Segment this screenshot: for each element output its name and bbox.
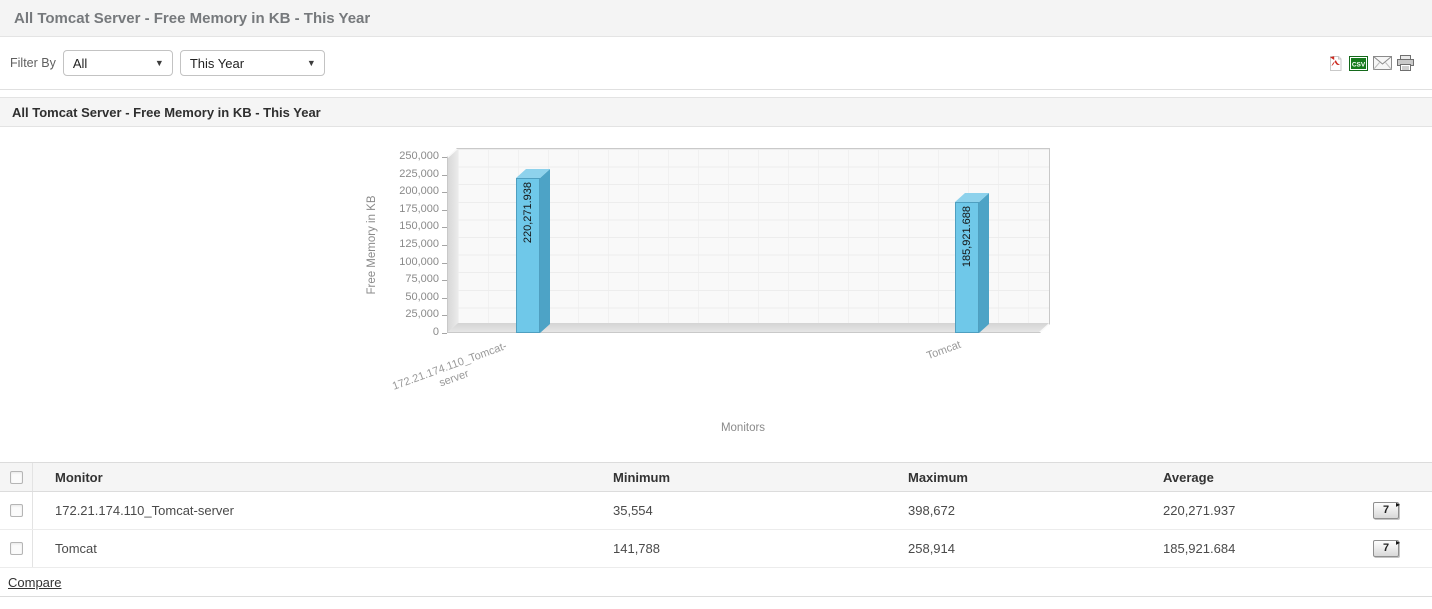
bar-side-face bbox=[979, 193, 989, 333]
y-axis-tick bbox=[442, 280, 447, 282]
maximum-value: 258,914 bbox=[908, 541, 955, 556]
chart-3d-floor bbox=[448, 323, 1049, 332]
filter-by-label: Filter By bbox=[10, 56, 56, 70]
row-checkbox-cell bbox=[0, 492, 33, 529]
chart-3d-left-wall bbox=[448, 149, 458, 332]
y-axis-tick-label: 175,000 bbox=[399, 202, 439, 215]
bar-value-label-wrap: 185,921.688 bbox=[955, 206, 979, 306]
minimum-value: 141,788 bbox=[613, 541, 660, 556]
period-filter-value: This Year bbox=[189, 55, 245, 71]
average-value: 220,271.937 bbox=[1163, 503, 1236, 518]
compare-link[interactable]: Compare bbox=[8, 574, 62, 590]
monitor-filter-value: All bbox=[72, 55, 88, 71]
y-axis-tick-label: 100,000 bbox=[399, 255, 439, 268]
y-axis-tick-label: 225,000 bbox=[399, 167, 439, 180]
y-axis-tick bbox=[442, 315, 447, 317]
col-header-maximum: Maximum bbox=[908, 469, 968, 485]
monitor-name: Tomcat bbox=[55, 541, 97, 556]
bar-value-label: 220,271.938 bbox=[522, 182, 534, 244]
seven-day-report-label: 7 bbox=[1382, 504, 1390, 516]
select-all-checkbox[interactable] bbox=[9, 470, 23, 484]
table-row: 172.21.174.110_Tomcat-server 35,554 398,… bbox=[0, 492, 1432, 530]
y-axis-tick bbox=[442, 227, 447, 229]
table-row: Tomcat 141,788 258,914 185,921.684 7 ▸ bbox=[0, 530, 1432, 568]
bar-value-label-wrap: 220,271.938 bbox=[516, 182, 540, 282]
x-axis-category-label: Tomcat bbox=[925, 338, 963, 363]
seven-day-report-button[interactable]: 7 ▸ bbox=[1373, 538, 1400, 557]
flyout-arrow-icon: ▸ bbox=[1395, 500, 1400, 509]
y-axis-tick bbox=[442, 157, 447, 158]
flyout-arrow-icon: ▸ bbox=[1395, 538, 1400, 547]
row-checkbox[interactable] bbox=[9, 542, 23, 555]
bar-value-label: 185,921.688 bbox=[961, 206, 973, 268]
y-axis-tick-label: 25,000 bbox=[405, 308, 439, 321]
export-pdf-icon[interactable] bbox=[1327, 55, 1344, 72]
period-filter-dropdown[interactable]: This Year ▼ bbox=[179, 50, 325, 76]
y-axis-tick-label: 50,000 bbox=[405, 290, 439, 303]
y-axis-tick bbox=[442, 209, 447, 211]
bar-top-face bbox=[955, 193, 989, 202]
export-actions: CSV bbox=[1327, 55, 1422, 72]
y-axis-tick-label: 75,000 bbox=[405, 273, 439, 286]
average-value: 185,921.684 bbox=[1163, 541, 1236, 556]
y-axis-tick-label: 0 bbox=[432, 326, 439, 338]
row-checkbox-cell bbox=[0, 530, 33, 567]
col-header-monitor: Monitor bbox=[55, 469, 103, 485]
chevron-down-icon: ▼ bbox=[306, 58, 316, 68]
y-axis-tick-label: 125,000 bbox=[399, 238, 439, 250]
svg-text:CSV: CSV bbox=[1352, 61, 1366, 68]
page-title-bar: All Tomcat Server - Free Memory in KB - … bbox=[0, 0, 1432, 37]
minimum-value: 35,554 bbox=[613, 503, 653, 518]
chart-bar-2[interactable] bbox=[955, 202, 979, 333]
y-axis-tick bbox=[442, 333, 447, 334]
x-axis-title: Monitors bbox=[720, 422, 766, 434]
chart-bar-1[interactable] bbox=[516, 178, 540, 333]
filter-toolbar: Filter By All ▼ This Year ▼ CSV bbox=[0, 37, 1432, 90]
y-axis-tick-label: 250,000 bbox=[399, 150, 439, 162]
chart-panel-title: All Tomcat Server - Free Memory in KB - … bbox=[12, 104, 321, 120]
maximum-value: 398,672 bbox=[908, 503, 955, 518]
chart-panel-header: All Tomcat Server - Free Memory in KB - … bbox=[0, 97, 1432, 127]
monitor-filter-dropdown[interactable]: All ▼ bbox=[62, 50, 173, 76]
x-axis-category-label: 172.21.174.110_Tomcat-server bbox=[390, 340, 509, 393]
email-icon[interactable] bbox=[1373, 56, 1392, 70]
chevron-down-icon: ▼ bbox=[154, 58, 164, 68]
export-csv-icon[interactable]: CSV bbox=[1349, 55, 1368, 71]
free-memory-bar-chart: Free Memory in KB Monitors 0 25,000 50,000… bbox=[0, 127, 1432, 457]
table-header-row: Monitor Minimum Maximum Average bbox=[0, 462, 1432, 492]
chart-gridlines bbox=[458, 149, 1049, 323]
y-axis-tick-label: 200,000 bbox=[399, 185, 439, 198]
row-checkbox[interactable] bbox=[9, 504, 23, 517]
y-axis-tick bbox=[442, 262, 447, 264]
y-axis-tick-label: 150,000 bbox=[399, 220, 439, 233]
y-axis-tick bbox=[442, 174, 447, 176]
monitor-name: 172.21.174.110_Tomcat-server bbox=[55, 503, 234, 518]
select-all-cell bbox=[0, 463, 33, 491]
y-axis-tick bbox=[442, 245, 447, 246]
col-header-minimum: Minimum bbox=[613, 469, 671, 485]
monitor-summary-table: Monitor Minimum Maximum Average 172.21.1… bbox=[0, 462, 1432, 597]
page-title: All Tomcat Server - Free Memory in KB - … bbox=[14, 9, 371, 27]
actions-cell: 7 ▸ bbox=[1360, 538, 1432, 557]
bar-top-face bbox=[516, 169, 550, 178]
y-axis-tick bbox=[442, 192, 447, 194]
col-header-average: Average bbox=[1163, 469, 1214, 485]
table-footer: Compare bbox=[0, 568, 1432, 597]
actions-cell: 7 ▸ bbox=[1360, 500, 1432, 519]
bar-side-face bbox=[540, 169, 550, 333]
y-axis-tick bbox=[442, 297, 447, 299]
seven-day-report-label: 7 bbox=[1382, 542, 1390, 554]
seven-day-report-button[interactable]: 7 ▸ bbox=[1373, 500, 1400, 519]
print-icon[interactable] bbox=[1397, 55, 1414, 71]
